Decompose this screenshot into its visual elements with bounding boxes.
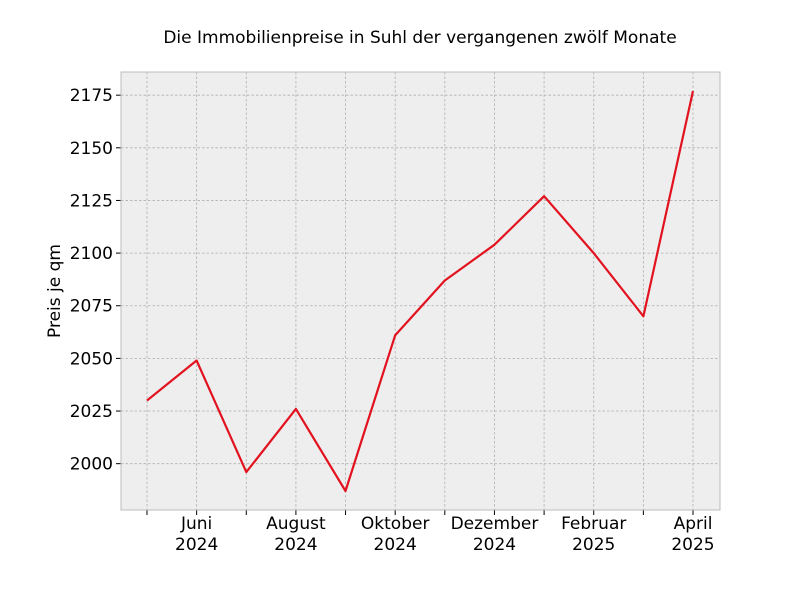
- y-tick-label: 2100: [70, 244, 113, 264]
- x-tick-label: Juni 2024: [175, 514, 218, 555]
- y-tick-label: 2050: [70, 349, 113, 369]
- y-tick-label: 2075: [70, 297, 113, 317]
- y-tick-label: 2175: [70, 86, 113, 106]
- y-axis-label: Preis je qm: [45, 244, 65, 338]
- x-axis-ticks: Juni 2024 August 2024 Oktober 2024 Dezember 202…: [146, 510, 715, 555]
- y-axis-ticks: 2000 2025 2050 2075 2100 2125 2150 2175: [70, 86, 121, 475]
- x-tick-label: Oktober 2024: [361, 514, 430, 555]
- y-tick-label: 2125: [70, 191, 113, 211]
- x-tick-label: August 2024: [266, 514, 326, 555]
- x-tick-label: April 2025: [671, 514, 714, 555]
- chart-title: Die Immobilienpreise in Suhl der vergang…: [163, 28, 676, 48]
- x-tick-label: Februar 2025: [561, 514, 626, 555]
- plot-frame: [120, 71, 721, 511]
- series-line-price: [146, 90, 695, 493]
- y-tick-label: 2025: [70, 402, 113, 422]
- y-tick-label: 2150: [70, 139, 113, 159]
- x-grid: [146, 72, 694, 510]
- x-tick-label: Dezember 2024: [451, 514, 539, 555]
- plot-area: [121, 72, 720, 510]
- y-tick-label: 2000: [70, 455, 113, 475]
